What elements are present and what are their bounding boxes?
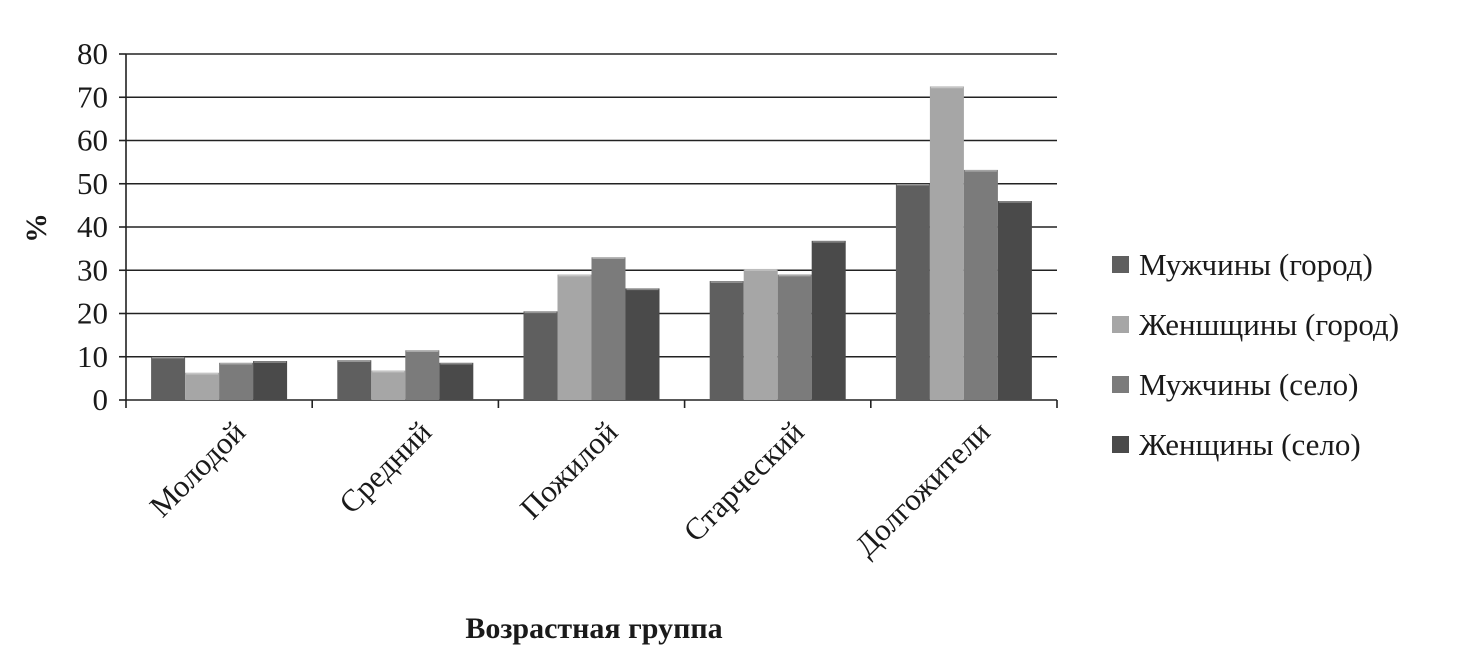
y-axis-title: % [20, 213, 53, 243]
bar [777, 274, 812, 400]
bar [625, 288, 660, 400]
legend-label: Женщины (село) [1139, 427, 1361, 462]
bar [253, 361, 288, 400]
legend-label: Мужчины (село) [1139, 367, 1358, 402]
bar [591, 257, 626, 400]
bar [337, 360, 372, 400]
legend-swatch [1112, 436, 1129, 453]
bar [219, 362, 254, 400]
y-tick-label: 0 [93, 382, 109, 417]
bar [557, 274, 592, 400]
y-tick-labels: 0 10 20 30 40 50 60 70 80 [77, 36, 126, 417]
x-tick-label: Молодой [143, 414, 252, 523]
x-axis-title: Возрастная группа [465, 612, 722, 645]
bar [929, 86, 964, 400]
legend-label: Мужчины (город) [1139, 247, 1373, 282]
y-tick-label: 40 [77, 209, 108, 244]
legend-label: Женшщины (город) [1139, 307, 1399, 342]
y-tick-label: 10 [77, 339, 108, 374]
bar [997, 201, 1032, 400]
bar [371, 370, 406, 400]
bar [405, 350, 440, 400]
bar [811, 240, 846, 400]
y-tick-label: 20 [77, 296, 108, 331]
legend-swatch [1112, 376, 1129, 393]
bar [963, 169, 998, 400]
y-tick-label: 70 [77, 79, 108, 114]
x-tick-label: Пожилой [513, 414, 625, 526]
bar [743, 268, 778, 400]
bar [709, 281, 744, 400]
x-tick-label: Долгожители [848, 414, 997, 563]
x-tick-labels: Молодой Средний Пожилой Старческий Долгожите… [125, 400, 1058, 563]
bar [895, 183, 930, 400]
x-tick-label: Старческий [676, 414, 810, 548]
legend-swatch [1112, 316, 1129, 333]
y-tick-label: 30 [77, 252, 108, 287]
y-tick-label: 80 [77, 36, 108, 71]
legend: Мужчины (город) Женшщины (город) Мужчины (… [1112, 247, 1399, 462]
bar [185, 372, 220, 400]
bar [439, 362, 474, 400]
legend-swatch [1112, 256, 1129, 273]
bars [151, 86, 1032, 400]
bar [523, 311, 558, 400]
y-tick-label: 50 [77, 166, 108, 201]
x-tick-label: Средний [332, 414, 438, 520]
y-tick-label: 60 [77, 123, 108, 158]
bar [151, 356, 186, 400]
